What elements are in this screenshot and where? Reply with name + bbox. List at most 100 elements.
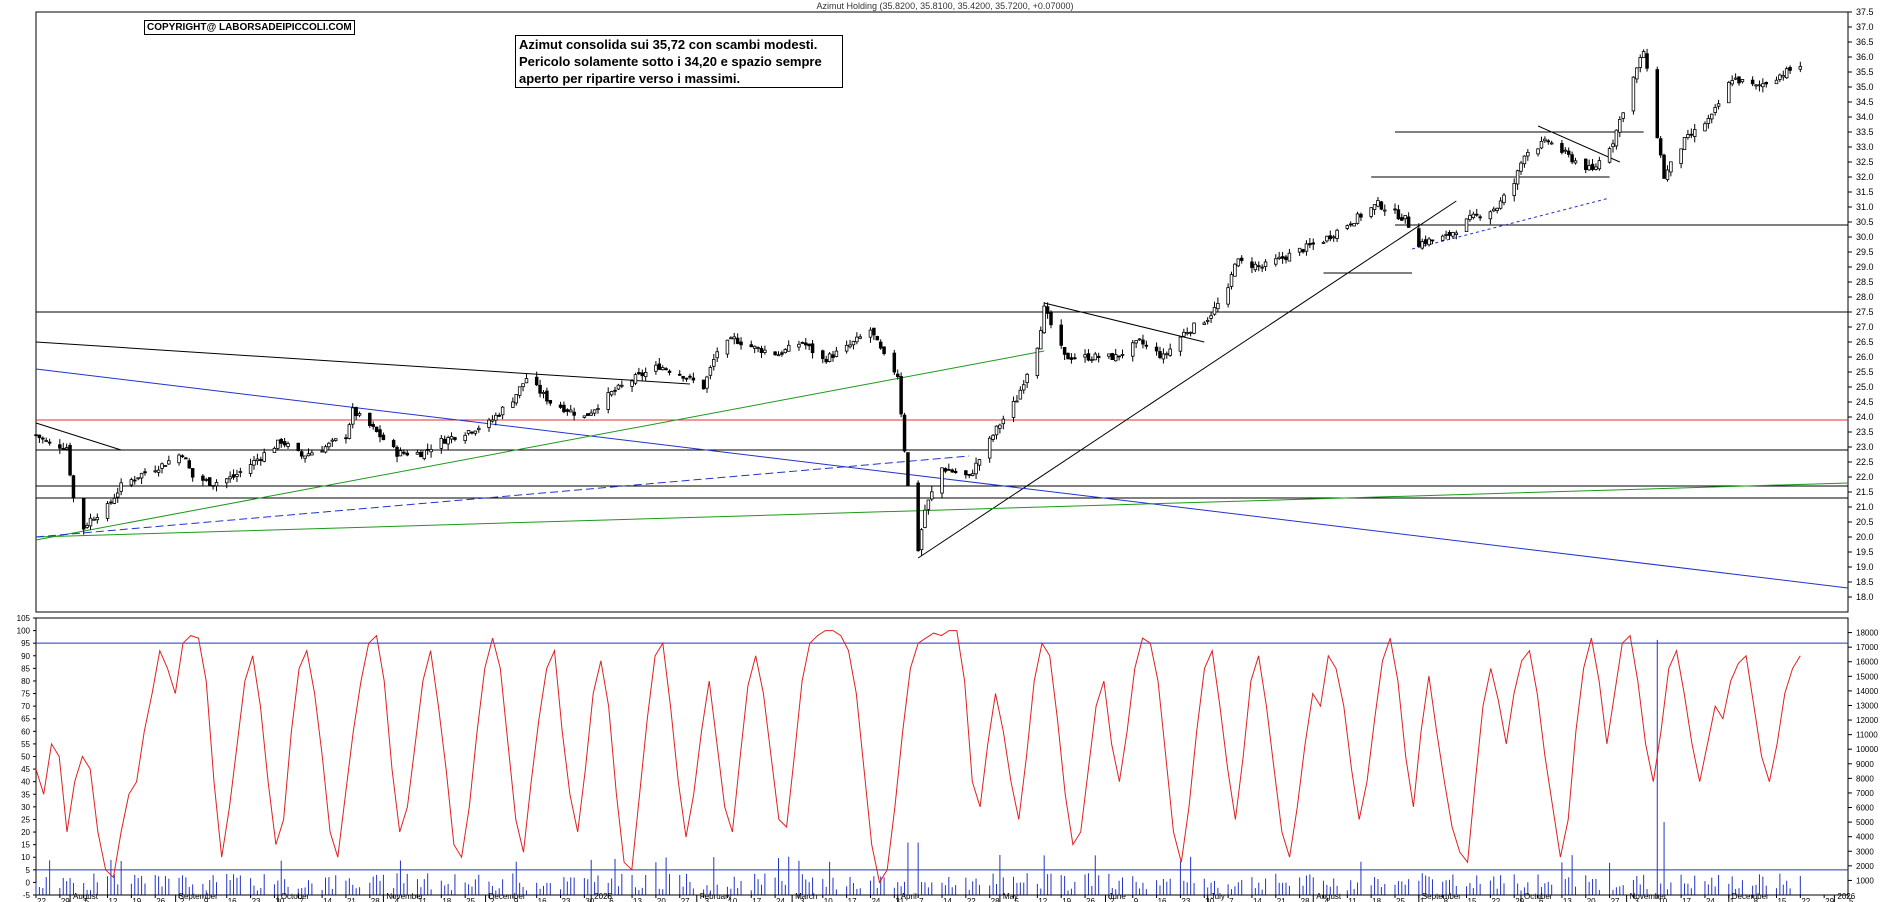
candle-up — [582, 415, 587, 418]
candle-up — [1733, 77, 1738, 80]
candle-up — [1178, 336, 1183, 352]
volume-y-tick-label: 3000 — [1856, 847, 1874, 856]
candle-up — [923, 509, 927, 528]
candle-down — [1141, 339, 1145, 345]
volume-y-tick-label: 5000 — [1856, 818, 1874, 827]
candle-up — [1134, 340, 1138, 344]
candle-up — [1526, 151, 1530, 157]
candle-up — [1781, 75, 1786, 78]
candle-up — [1137, 338, 1142, 341]
x-day-label: 1 — [1730, 897, 1735, 902]
candle-down — [947, 468, 951, 471]
candle-up — [827, 353, 832, 362]
candle-up — [1641, 51, 1646, 59]
candle-up — [786, 344, 791, 352]
candle-up — [1093, 353, 1098, 361]
price-y-tick-label: 21.5 — [1856, 487, 1874, 497]
candle-up — [616, 384, 621, 390]
candle-down — [58, 444, 62, 449]
candle-up — [463, 434, 467, 442]
candle-down — [565, 409, 570, 412]
candle-up — [930, 491, 934, 500]
x-day-label: 20 — [657, 897, 666, 902]
x-day-label: 10 — [1658, 897, 1667, 902]
candle-down — [637, 372, 641, 375]
price-y-tick-label: 30.5 — [1856, 217, 1874, 227]
x-day-label: 10 — [824, 897, 833, 902]
candle-down — [453, 437, 457, 440]
x-day-label: 30 — [1205, 897, 1214, 902]
candle-down — [1069, 357, 1074, 360]
volume-y-tick-label: 11000 — [1856, 731, 1878, 740]
candle-down — [354, 407, 358, 417]
candle-down — [677, 373, 682, 376]
candle-up — [1549, 142, 1554, 145]
candle-up — [606, 392, 610, 410]
candle-up — [1376, 200, 1380, 207]
candle-up — [177, 454, 181, 464]
x-month-label: November — [1630, 892, 1667, 901]
candle-down — [442, 438, 447, 444]
candle-up — [1682, 137, 1687, 151]
candle-up — [1669, 161, 1673, 173]
candle-up — [1427, 238, 1431, 246]
candle-down — [1764, 82, 1768, 85]
candle-down — [1583, 158, 1588, 171]
copyright-label: COPYRIGHT@ LABORSADEIPICCOLI.COM — [144, 20, 355, 35]
candle-down — [190, 468, 195, 478]
candle-up — [1730, 80, 1734, 85]
candle-up — [1515, 170, 1520, 185]
candle-down — [391, 439, 396, 448]
candle-up — [276, 439, 280, 449]
stoch-y-tick-label: 70 — [21, 702, 30, 711]
candle-up — [592, 409, 597, 414]
candle-down — [759, 348, 764, 353]
x-day-label: 25 — [1396, 897, 1405, 902]
candle-up — [224, 478, 229, 484]
candle-down — [701, 379, 706, 390]
candle-up — [1018, 389, 1023, 400]
candle-up — [1468, 214, 1472, 221]
candle-down — [1645, 53, 1649, 69]
candle-up — [1383, 209, 1387, 212]
candle-up — [521, 383, 525, 387]
stoch-y-tick-label: -5 — [23, 891, 31, 900]
volume-y-tick-label: 6000 — [1856, 804, 1874, 813]
candle-up — [1713, 107, 1717, 113]
x-day-label: 26 — [1086, 897, 1095, 902]
candle-up — [1611, 143, 1615, 148]
candle-up — [514, 394, 518, 404]
x-day-label: 7 — [919, 897, 924, 902]
candle-up — [858, 336, 862, 339]
candle-down — [1447, 232, 1452, 236]
x-day-label: 15 — [1468, 897, 1477, 902]
x-day-label: 14 — [943, 897, 952, 902]
candle-down — [916, 482, 920, 552]
candle-down — [187, 460, 192, 469]
candle-up — [729, 337, 733, 340]
x-day-label: 24 — [1706, 897, 1715, 902]
candle-up — [1761, 83, 1765, 88]
x-day-label: 30 — [275, 897, 284, 902]
price-y-tick-label: 25.5 — [1856, 367, 1874, 377]
candle-up — [1090, 359, 1094, 362]
candle-up — [477, 427, 481, 431]
candle-up — [1502, 194, 1506, 204]
x-month-label: July — [1211, 892, 1225, 901]
candle-down — [180, 455, 185, 458]
candle-up — [705, 376, 709, 389]
candle-down — [1560, 143, 1564, 153]
x-month-label: April — [901, 892, 917, 901]
candle-up — [1120, 354, 1125, 356]
candle-up — [1182, 331, 1186, 337]
trendline — [35, 422, 122, 451]
candle-up — [1403, 215, 1407, 220]
trendline — [1537, 125, 1620, 163]
candle-down — [259, 459, 263, 461]
candle-down — [1239, 257, 1244, 261]
candle-up — [1679, 148, 1683, 165]
candle-down — [773, 351, 777, 356]
candle-down — [1284, 256, 1288, 261]
candle-up — [136, 477, 140, 480]
x-day-label: 8 — [1754, 897, 1759, 902]
